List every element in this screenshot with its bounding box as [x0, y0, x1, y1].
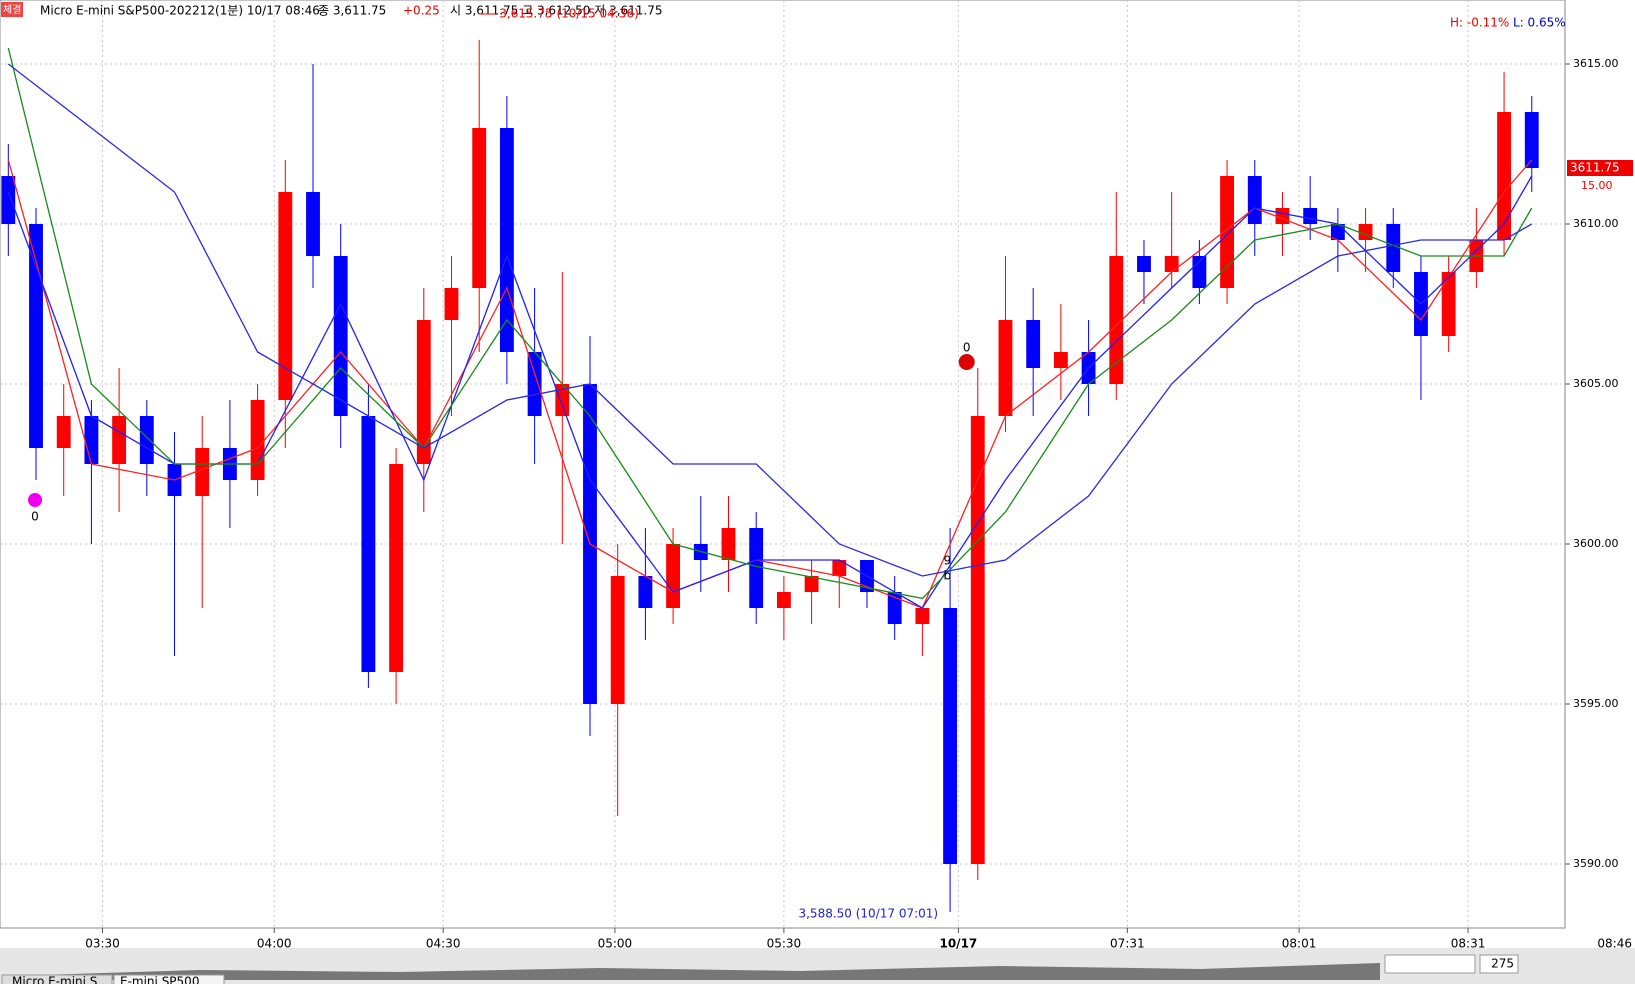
ohl: 시 3,611.75 고 3,612.50 저 3,611.75 [450, 4, 663, 18]
candle-body [389, 464, 404, 672]
change: +0.25 [403, 4, 440, 18]
signal-label: b [943, 569, 951, 583]
candle-body [943, 608, 958, 864]
badge: 체결 [3, 4, 21, 16]
candle-body [1053, 352, 1068, 368]
x-tick-label: 04:00 [257, 937, 292, 951]
candle-body [195, 448, 210, 496]
candle-body [1109, 256, 1124, 384]
signal-sell [958, 354, 975, 370]
candle-body [1497, 112, 1511, 240]
moving-average [7, 47, 1533, 600]
candle-body [1137, 256, 1151, 272]
high-note: 3,615.75 (10/15 04:36) [499, 7, 639, 21]
candle-body [278, 192, 293, 400]
candle-body [56, 416, 71, 448]
candle-body [361, 416, 376, 672]
candle-body [527, 352, 542, 416]
candle-body [887, 592, 902, 624]
overview [40, 963, 1380, 980]
bar-count-box[interactable] [1479, 954, 1519, 974]
tab-label[interactable]: E-mini SP500 [120, 975, 199, 988]
candle-body [915, 608, 930, 624]
candle-body [970, 416, 985, 864]
y-tick-label: 3595.00 [1573, 697, 1619, 710]
candle-body [1303, 208, 1318, 224]
candle-body [416, 320, 431, 464]
y-tick-label: 3610.00 [1573, 217, 1619, 230]
signal-buy [28, 493, 42, 507]
x-tick-label: 04:30 [426, 937, 461, 951]
candle-body [998, 320, 1013, 416]
candle-body [333, 256, 348, 416]
candle-body [112, 416, 127, 464]
signal-label: 9 [943, 554, 951, 568]
candle-body [666, 544, 681, 608]
candle-body [555, 384, 570, 416]
x-tick-label: 03:30 [85, 937, 120, 951]
signal-label: 0 [963, 341, 971, 355]
candle-body [776, 592, 791, 608]
moving-average [7, 63, 1533, 577]
candle-body [84, 416, 99, 464]
candle-body [1386, 224, 1401, 272]
candle-body [1220, 176, 1234, 288]
candle-body [444, 288, 459, 320]
low-note: 3,588.50 (10/17 07:01) [798, 907, 938, 921]
candle-body [610, 576, 625, 704]
tab-label[interactable]: Micro E-mini S... [12, 975, 109, 988]
last-price-box [1567, 160, 1633, 176]
moving-average [7, 159, 1533, 609]
candle-body [1, 176, 16, 224]
x-tick-label: 08:31 [1451, 937, 1486, 951]
candle-body [499, 128, 514, 352]
x-tick-label: 07:31 [1110, 937, 1145, 951]
x-tick-label: 10/17 [939, 937, 977, 951]
candle-body [1358, 224, 1373, 240]
y-tick-label: 3605.00 [1573, 377, 1619, 390]
close: 종 3,611.75 [318, 4, 386, 18]
candle-body [1247, 176, 1262, 224]
time-now: 08:46 [1597, 937, 1632, 951]
scroll-thumb[interactable] [1384, 954, 1476, 974]
high-pct: H: -0.11% [1450, 16, 1509, 30]
countdown: 15.00 [1581, 179, 1613, 192]
candle-body [250, 400, 265, 480]
candle-body [638, 576, 653, 608]
y-tick-label: 3590.00 [1573, 857, 1619, 870]
x-tick-label: 05:30 [767, 937, 802, 951]
candle-body [1026, 320, 1041, 368]
candle-body [832, 560, 847, 576]
candle-body [804, 576, 819, 592]
candle-body [139, 416, 154, 464]
x-tick-label: 05:00 [598, 937, 633, 951]
y-tick-label: 3615.00 [1573, 57, 1619, 70]
low-pct: L: 0.65% [1513, 16, 1566, 30]
moving-average [7, 175, 1533, 609]
candle-body [1164, 256, 1179, 272]
candle-body [749, 528, 764, 608]
signal-label: 0 [31, 510, 39, 524]
last-price: 3611.75 [1570, 161, 1620, 175]
candle-body [721, 528, 736, 560]
candle-body [1524, 112, 1539, 168]
title: Micro E-mini S&P500-202212(1분) 10/17 08:… [40, 4, 320, 18]
badge-bg [1, 2, 23, 17]
bar-count: 275 [1491, 957, 1514, 971]
candle-body [306, 192, 320, 256]
candle-body [1441, 272, 1456, 336]
candle-body [472, 128, 487, 288]
y-tick-label: 3600.00 [1573, 537, 1619, 550]
candle-body [29, 224, 43, 448]
x-tick-label: 08:01 [1282, 937, 1317, 951]
candle-body [1275, 208, 1290, 224]
